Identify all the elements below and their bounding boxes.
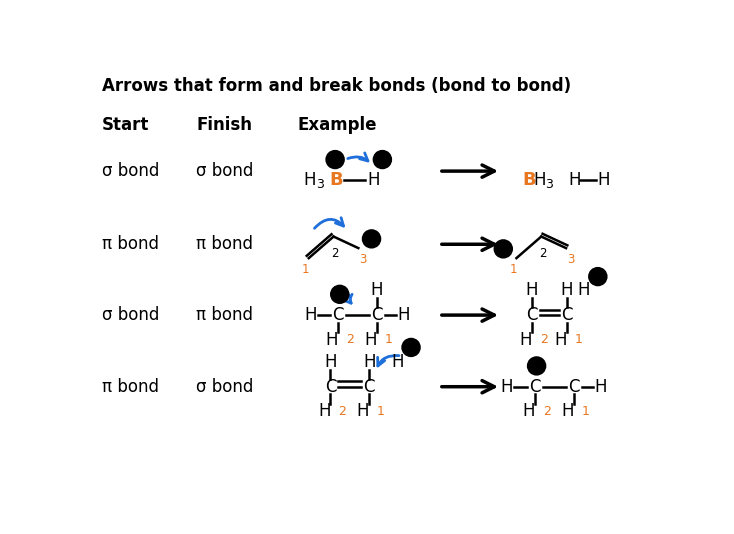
Circle shape [331,286,349,303]
Text: σ bond: σ bond [102,162,159,180]
Text: H: H [523,402,535,420]
Circle shape [326,151,344,168]
Text: H: H [363,353,376,371]
Text: 3: 3 [316,178,324,192]
Text: H: H [392,353,404,371]
Text: π bond: π bond [197,306,253,324]
Text: 2: 2 [331,247,339,260]
Text: H: H [562,402,574,420]
Text: H: H [371,281,383,300]
Circle shape [374,151,391,168]
Text: σ bond: σ bond [197,378,254,396]
Circle shape [363,230,380,248]
Text: −: − [331,154,339,164]
Text: C: C [324,378,336,396]
Text: 3: 3 [567,253,575,266]
Circle shape [402,339,420,356]
Text: B: B [522,171,536,190]
Text: H: H [561,281,573,300]
Text: +: + [594,272,602,281]
Text: Arrows that form and break bonds (bond to bond): Arrows that form and break bonds (bond t… [102,77,571,96]
Text: 1: 1 [385,333,393,346]
Text: π bond: π bond [102,378,159,396]
Text: C: C [363,378,375,396]
Text: H: H [578,281,590,300]
Text: 2: 2 [539,247,547,260]
Text: σ bond: σ bond [102,306,159,324]
Text: +: + [367,234,376,244]
Text: 2: 2 [539,333,548,346]
Text: H: H [326,331,338,349]
Text: H: H [554,331,567,349]
Text: B: B [330,171,344,190]
Text: 1: 1 [575,333,583,346]
Text: H: H [534,171,546,190]
Text: σ bond: σ bond [197,162,254,180]
Text: π bond: π bond [102,235,159,253]
Text: 1: 1 [302,263,310,276]
Text: 1: 1 [581,405,589,418]
Text: H: H [324,353,337,371]
Circle shape [528,357,545,375]
Text: C: C [568,378,580,396]
Text: C: C [529,378,541,396]
Text: Start: Start [102,116,149,134]
Text: 2: 2 [346,333,354,346]
Text: C: C [526,306,538,324]
Text: 2: 2 [543,405,550,418]
Text: Finish: Finish [197,116,252,134]
Text: H: H [597,171,609,190]
Text: H: H [520,331,532,349]
Text: H: H [568,171,581,190]
Text: H: H [303,171,316,190]
Text: +: + [378,154,387,164]
Text: Example: Example [297,116,377,134]
Text: +: + [407,342,415,352]
Text: 2: 2 [338,405,346,418]
Text: H: H [357,402,369,420]
Text: π bond: π bond [197,235,253,253]
Circle shape [495,240,512,258]
Text: H: H [595,378,607,396]
Text: C: C [371,306,382,324]
Text: H: H [398,306,410,324]
Text: 1: 1 [509,263,517,276]
Text: 3: 3 [545,178,553,192]
Text: C: C [333,306,344,324]
Text: H: H [500,378,512,396]
Text: H: H [318,402,330,420]
Text: +: + [532,361,541,371]
Text: H: H [526,281,538,300]
Text: H: H [367,171,379,190]
Circle shape [589,268,607,286]
Text: 3: 3 [360,253,367,266]
Text: H: H [365,331,377,349]
Text: +: + [335,289,344,300]
Text: C: C [561,306,573,324]
Text: 1: 1 [377,405,385,418]
Text: +: + [499,244,508,254]
Text: H: H [304,306,316,324]
